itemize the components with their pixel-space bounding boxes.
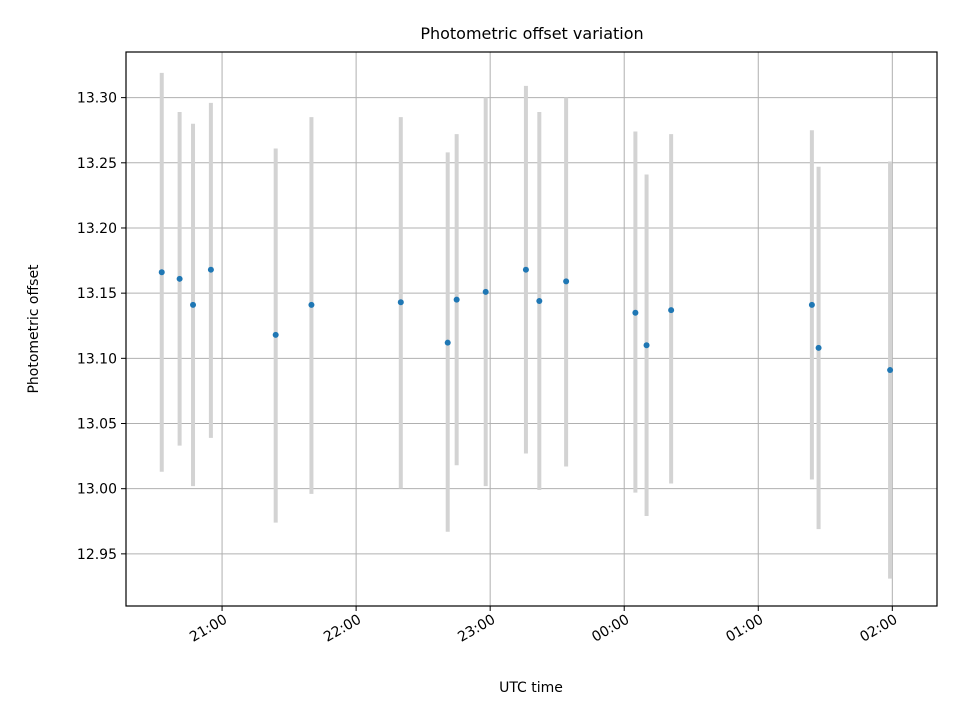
chart-title: Photometric offset variation	[420, 24, 643, 43]
y-tick-label: 13.15	[77, 286, 117, 302]
data-point	[158, 269, 165, 276]
data-point	[444, 339, 451, 346]
data-point	[815, 344, 822, 351]
data-point	[632, 309, 639, 316]
y-tick-label: 13.30	[77, 91, 117, 107]
data-point	[190, 301, 197, 308]
grid-lines	[126, 52, 937, 606]
plot-area-frame	[125, 51, 938, 607]
data-points	[158, 266, 894, 374]
data-point	[808, 301, 815, 308]
data-point	[643, 342, 650, 349]
data-point	[397, 299, 404, 306]
data-point	[563, 278, 570, 285]
x-axis-label: UTC time	[499, 680, 563, 696]
y-axis-label: Photometric offset	[26, 264, 42, 394]
data-point	[453, 296, 460, 303]
y-tick-label: 12.95	[77, 547, 117, 563]
data-point	[482, 288, 489, 295]
data-point	[308, 301, 315, 308]
y-tick-label: 13.10	[77, 351, 117, 367]
data-point	[176, 275, 183, 282]
data-point	[272, 331, 279, 338]
data-point	[536, 297, 543, 304]
data-point	[522, 266, 529, 273]
y-tick-label: 13.05	[77, 417, 117, 433]
y-tick-label: 13.25	[77, 156, 117, 172]
y-tick-label: 13.20	[77, 221, 117, 237]
data-point	[668, 307, 675, 314]
data-point	[207, 266, 214, 273]
data-point	[887, 367, 894, 374]
y-tick-label: 13.00	[77, 482, 117, 498]
